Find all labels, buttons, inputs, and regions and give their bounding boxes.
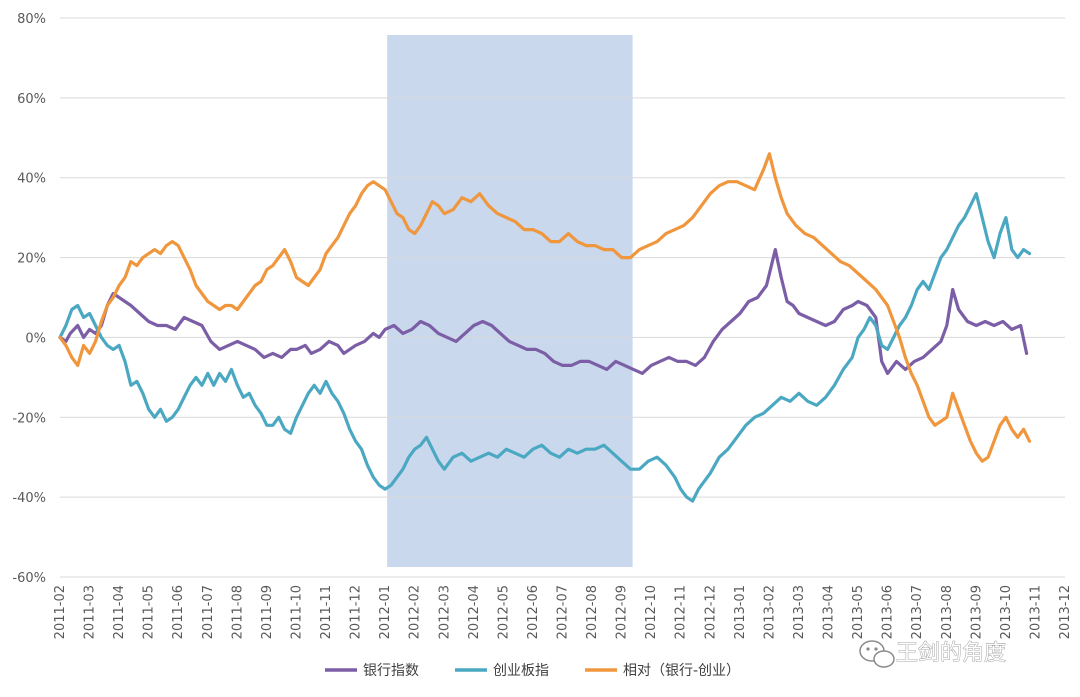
x-tick-label: 2012-01: [378, 585, 393, 639]
watermark: 王剑的角度: [859, 640, 1006, 668]
x-tick-label: 2012-02: [408, 585, 423, 639]
y-tick-label: 0%: [25, 331, 46, 346]
x-tick-label: 2012-06: [526, 585, 541, 639]
y-tick-label: -40%: [12, 491, 46, 506]
x-tick-label: 2013-03: [792, 585, 807, 639]
x-tick-label: 2013-04: [822, 585, 837, 639]
x-tick-label: 2013-08: [940, 585, 955, 639]
x-tick-label: 2012-03: [437, 585, 452, 639]
x-tick-label: 2012-04: [467, 585, 482, 639]
y-tick-label: -20%: [12, 411, 46, 426]
legend: 银行指数 创业板指 相对（银行-创业）: [325, 663, 740, 679]
x-tick-label: 2013-01: [733, 585, 748, 639]
x-tick-label: 2011-12: [349, 585, 364, 639]
x-tick-label: 2011-10: [289, 585, 304, 639]
x-tick-label: 2011-06: [171, 585, 186, 639]
x-tick-label: 2012-11: [674, 585, 689, 639]
series-lines: [58, 152, 1032, 503]
series-line-1: [58, 248, 1029, 375]
x-tick-label: 2013-10: [999, 585, 1014, 639]
x-tick-label: 2013-02: [762, 585, 777, 639]
y-tick-label: 20%: [17, 252, 46, 267]
y-axis-labels: 80% 60% 40% 20% 0% -20% -40% -60%: [12, 12, 46, 586]
series-line-2: [58, 192, 1032, 503]
x-tick-label: 2013-11: [1028, 585, 1043, 639]
legend-label-2: 创业板指: [493, 663, 549, 679]
x-tick-label: 2011-05: [142, 585, 157, 639]
y-tick-label: 60%: [17, 92, 46, 107]
series-line-3: [58, 152, 1032, 463]
x-tick-label: 2011-03: [83, 585, 98, 639]
x-tick-label: 2011-11: [319, 585, 334, 639]
x-tick-label: 2011-07: [201, 585, 216, 639]
y-tick-label: 80%: [17, 12, 46, 27]
legend-label-3: 相对（银行-创业）: [623, 663, 740, 679]
x-tick-label: 2012-10: [644, 585, 659, 639]
wechat-icon: [859, 640, 895, 668]
grid: [60, 17, 1065, 578]
x-tick-label: 2012-09: [615, 585, 630, 639]
x-tick-label: 2012-08: [585, 585, 600, 639]
watermark-text: 王剑的角度: [896, 641, 1006, 666]
x-tick-label: 2013-06: [881, 585, 896, 639]
x-tick-label: 2012-12: [703, 585, 718, 639]
y-tick-label: -60%: [12, 571, 46, 586]
x-axis-labels: 2011-02 2011-03 2011-04 2011-05 2011-06 2011-…: [53, 585, 1073, 639]
x-tick-label: 2013-05: [851, 585, 866, 639]
x-tick-label: 2013-12: [1058, 585, 1073, 639]
x-tick-label: 2011-04: [112, 585, 127, 639]
x-tick-label: 2012-07: [556, 585, 571, 639]
x-tick-label: 2012-05: [496, 585, 511, 639]
x-tick-label: 2011-02: [53, 585, 68, 639]
y-tick-label: 40%: [17, 172, 46, 187]
x-tick-label: 2011-08: [230, 585, 245, 639]
x-tick-label: 2011-09: [260, 585, 275, 639]
legend-label-1: 银行指数: [363, 663, 419, 679]
x-tick-label: 2013-07: [910, 585, 925, 639]
x-tick-label: 2013-09: [969, 585, 984, 639]
highlight-band: [387, 35, 633, 567]
